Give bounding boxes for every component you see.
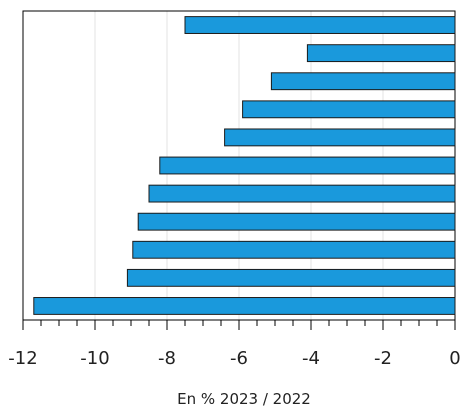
bar — [270, 72, 456, 91]
x-tick-label: 0 — [449, 348, 460, 369]
x-tick-label: -2 — [374, 348, 392, 369]
bar — [159, 156, 456, 175]
x-axis-tick-labels: -12 -10 -8 -6 -4 -2 0 — [8, 348, 460, 369]
x-tick-label: -8 — [158, 348, 176, 369]
bar — [184, 16, 456, 34]
x-tick-label: -6 — [230, 348, 248, 369]
x-tick-label: -12 — [8, 348, 37, 369]
x-axis-ticks — [22, 320, 456, 330]
bar — [137, 212, 456, 231]
bar — [126, 268, 456, 287]
x-tick-label: -10 — [80, 348, 109, 369]
bar — [224, 128, 456, 147]
bar — [33, 297, 456, 315]
bar — [242, 100, 456, 119]
bar — [148, 184, 456, 203]
x-axis-title: En % 2023 / 2022 — [177, 390, 311, 408]
bar — [306, 44, 456, 63]
bars — [33, 16, 456, 315]
x-tick-label: -4 — [302, 348, 320, 369]
bar — [132, 240, 456, 259]
